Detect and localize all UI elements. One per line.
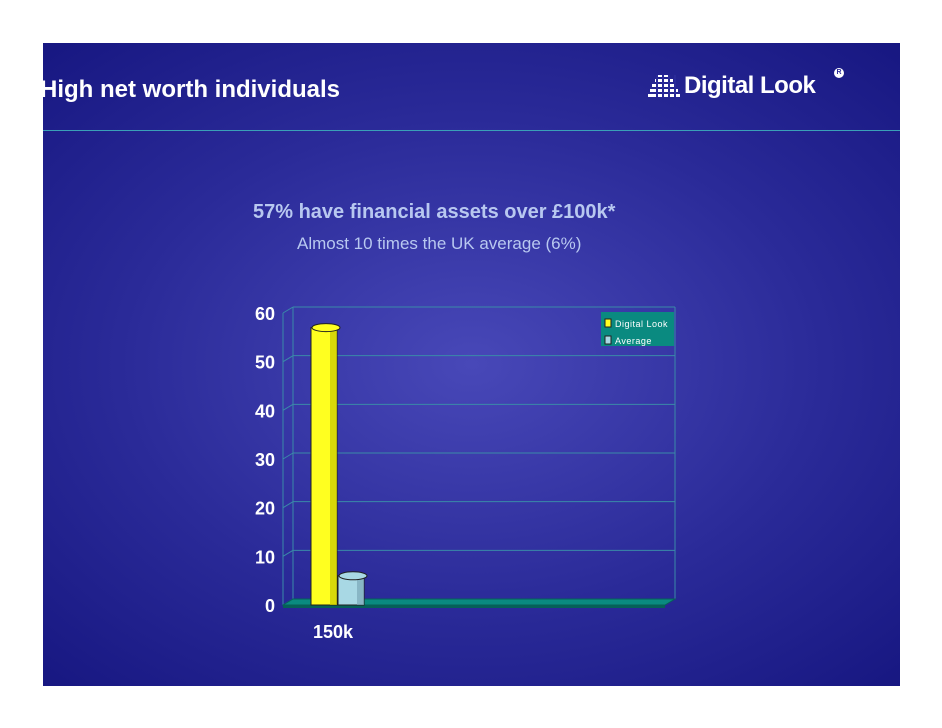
y-tick-label: 50 — [255, 353, 275, 373]
logo-grid-icon — [648, 75, 680, 97]
subheadline: Almost 10 times the UK average (6%) — [297, 234, 582, 253]
bar-shade — [357, 575, 364, 605]
floor-front-edge — [283, 605, 665, 608]
bar-average — [337, 571, 368, 606]
logo-text: Digital Look — [684, 72, 816, 99]
y-tick-label: 20 — [255, 499, 275, 519]
gridline-side — [282, 306, 294, 314]
y-tick-label: 60 — [255, 304, 275, 324]
title-divider — [43, 130, 900, 131]
legend-swatch — [604, 335, 612, 345]
gridline-side — [282, 355, 294, 363]
headline: 57% have financial assets over £100k* — [253, 201, 616, 223]
y-tick-label: 10 — [255, 547, 275, 567]
bar-top — [311, 323, 341, 333]
y-tick-label: 40 — [255, 401, 275, 421]
legend-label: Average — [615, 336, 652, 346]
slide-background — [43, 43, 900, 686]
bar-shade — [330, 327, 337, 605]
gridline-side — [282, 549, 294, 557]
slide-title: High net worth individuals — [40, 76, 340, 103]
y-tick-label: 0 — [265, 596, 275, 616]
gridline-side — [282, 403, 294, 411]
bar-digital-look — [310, 323, 341, 606]
gridline-side — [282, 501, 294, 509]
gridline-side — [282, 452, 294, 460]
bar-top — [338, 571, 368, 581]
x-tick-label: 150k — [313, 622, 354, 642]
digital-look-logo: Digital Look — [648, 72, 816, 100]
y-tick-label: 30 — [255, 450, 275, 470]
registered-mark-icon: R — [834, 68, 844, 78]
legend: Digital Look Average — [601, 312, 674, 346]
legend-box — [601, 312, 674, 346]
legend-swatch — [604, 318, 612, 328]
legend-label: Digital Look — [615, 319, 668, 329]
